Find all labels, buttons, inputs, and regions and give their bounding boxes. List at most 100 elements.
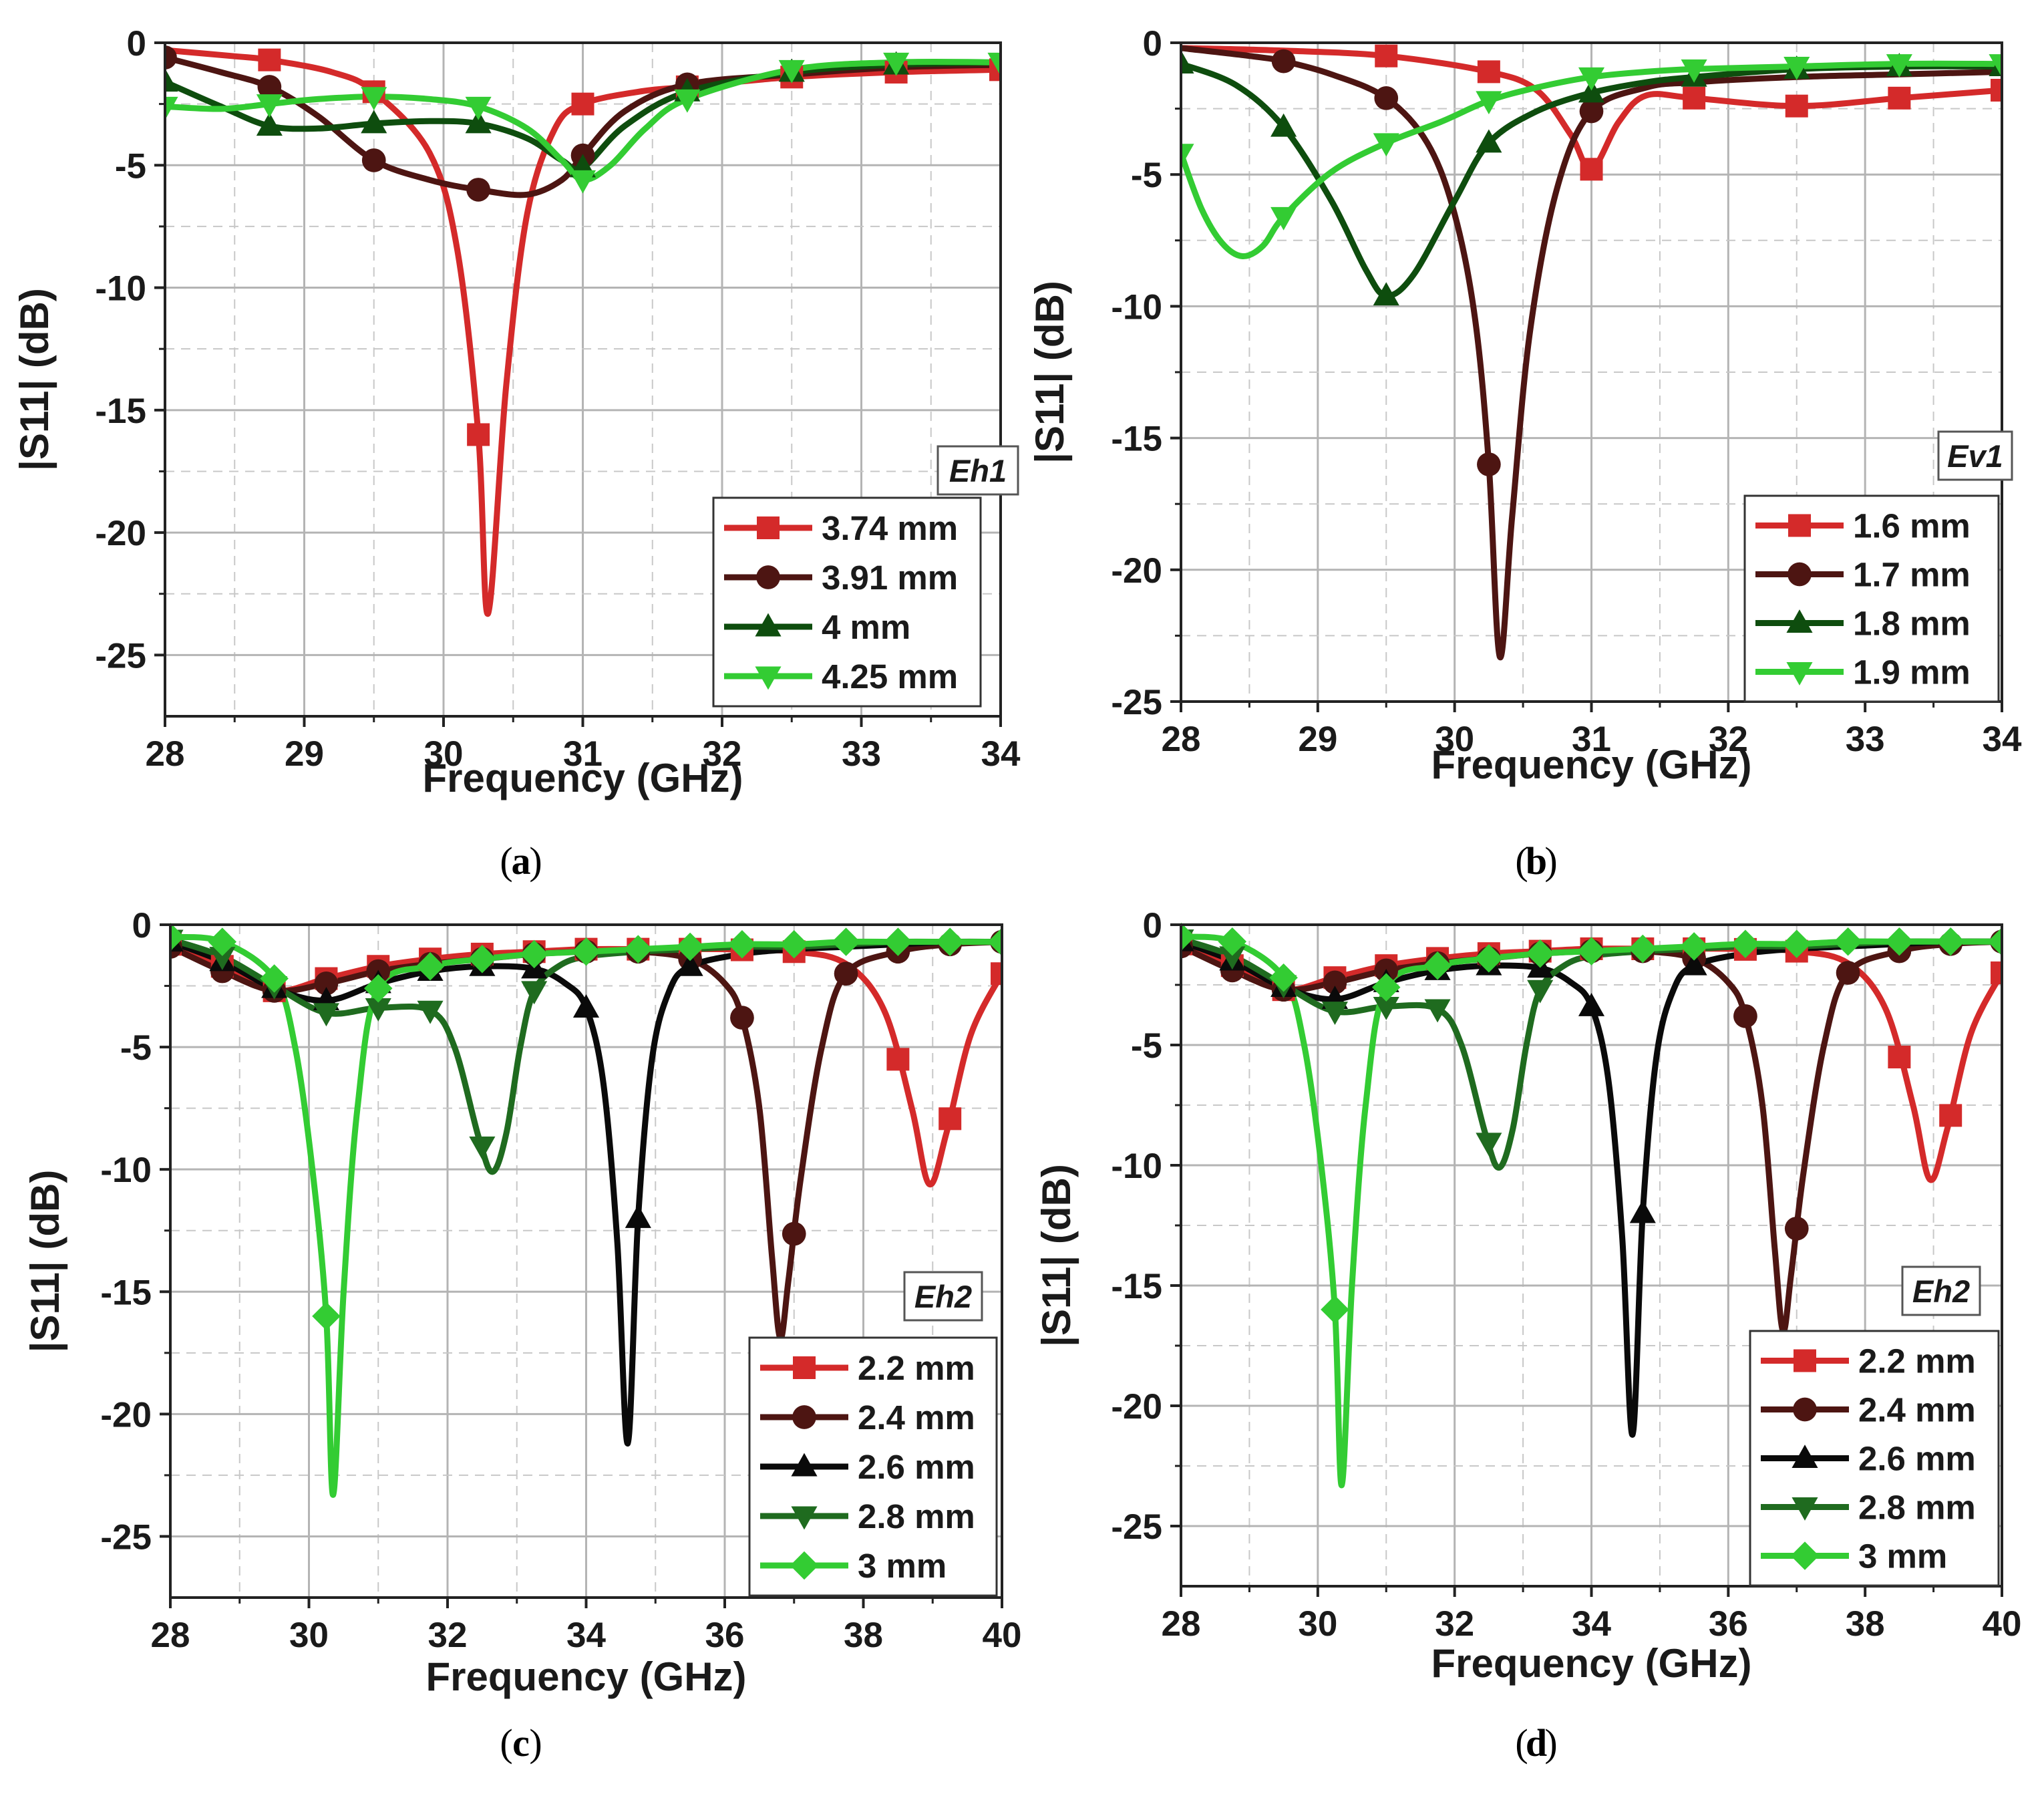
y-tick-label: -25	[100, 1517, 152, 1557]
series-marker-3	[365, 998, 391, 1022]
series-marker-1	[466, 178, 490, 202]
y-tick-label: -25	[95, 636, 146, 676]
series-marker-3	[1527, 980, 1554, 1004]
series-marker-1	[1733, 1004, 1757, 1028]
caption-letter: d	[1526, 1721, 1547, 1765]
legend-marker-3	[1792, 1497, 1818, 1521]
series-marker-0	[939, 1107, 962, 1131]
y-tick-label: -15	[1111, 420, 1162, 459]
series-marker-4	[1782, 929, 1811, 959]
series-marker-4	[520, 939, 548, 969]
series-group	[170, 923, 1002, 1498]
legend: 2.2 mm 2.4 mm 2.6 mm 2.8 mm 3 mm	[748, 1336, 998, 1597]
y-tick-label: -20	[95, 514, 146, 553]
series-marker-4	[415, 952, 445, 981]
series-marker-4	[1679, 932, 1709, 961]
series-marker-4	[1834, 927, 1862, 956]
series-marker-4	[1269, 963, 1298, 992]
panel-tag-box	[936, 445, 1019, 496]
series-marker-3	[1424, 999, 1451, 1023]
series-marker-0	[258, 48, 281, 71]
series-marker-3	[465, 96, 492, 120]
x-tick-label: 40	[983, 1616, 1022, 1655]
caption-letter: a	[512, 839, 531, 883]
caption-paren-right: )	[529, 839, 542, 883]
legend-label-3: 2.8 mm	[1858, 1489, 1976, 1527]
legend-marker-4	[790, 1551, 819, 1580]
legend-label-1: 1.7 mm	[1853, 556, 1971, 594]
series-marker-4	[364, 974, 393, 1003]
caption-paren-right: )	[1544, 839, 1557, 883]
series-marker-2	[1629, 1199, 1656, 1223]
legend-label-4: 3 mm	[858, 1547, 947, 1585]
x-tick-label: 34	[1572, 1604, 1611, 1644]
series-marker-2	[1578, 79, 1605, 103]
series-marker-3	[674, 89, 701, 113]
series-marker-2	[1181, 50, 1194, 74]
series-marker-3	[1681, 59, 1707, 83]
panel-tag-box	[1937, 430, 2013, 481]
axis-ticks: 28 30 32 34 36 38 40 0 -5 -10 -15 -20 -25	[100, 906, 1021, 1655]
series-marker-4	[1474, 944, 1504, 973]
panel-tag-box	[1901, 1265, 1981, 1316]
series-marker-3	[1578, 67, 1605, 91]
series-group	[1181, 44, 2002, 661]
y-tick-label: -10	[1111, 1147, 1162, 1186]
legend-marker-0	[1788, 514, 1811, 537]
series-marker-0	[1991, 78, 2002, 102]
series-marker-4	[727, 930, 757, 959]
legend-marker-1	[1793, 1397, 1817, 1422]
x-tick-label: 32	[703, 734, 742, 774]
legend-marker-1	[1787, 562, 1812, 587]
legend-marker-2	[791, 1453, 818, 1477]
y-axis-title: |S11| (dB)	[12, 288, 57, 471]
panel-caption: (c)	[500, 1721, 542, 1765]
series-marker-3	[417, 1000, 444, 1024]
y-tick-label: -5	[120, 1028, 152, 1068]
series-marker-1	[730, 1006, 754, 1030]
legend-marker-4	[1790, 1541, 1820, 1570]
series-marker-1	[1836, 961, 1860, 985]
chart-panel-b: 28 29 30 31 32 33 34 0 -5 -10 -15 -20 -25 Frequency (…	[1027, 24, 2022, 883]
series-marker-4	[884, 927, 912, 956]
series-marker-2	[625, 1205, 651, 1228]
legend-marker-0	[757, 516, 780, 539]
series-marker-4	[624, 935, 653, 963]
series-marker-1	[834, 961, 858, 986]
legend: 1.6 mm 1.7 mm 1.8 mm 1.9 mm	[1743, 494, 2000, 703]
caption-paren-right: )	[529, 1721, 542, 1765]
x-tick-label: 33	[1846, 720, 1885, 759]
x-tick-label: 30	[1435, 720, 1474, 759]
x-tick-label: 28	[146, 734, 185, 774]
panel-tag: Eh1	[936, 445, 1019, 496]
legend-box	[1743, 494, 2000, 703]
series-marker-2	[572, 994, 600, 1018]
legend-label-2: 2.6 mm	[1858, 1440, 1976, 1478]
legend-marker-2	[755, 613, 782, 637]
series-marker-2	[1373, 282, 1399, 306]
x-axis-title: Frequency (GHz)	[1431, 1641, 1751, 1686]
y-axis-title: |S11| (dB)	[1027, 281, 1073, 464]
series-marker-0	[1991, 961, 2002, 984]
panel-tag-label: Eh2	[1912, 1274, 1970, 1309]
series-marker-0	[1888, 86, 1911, 110]
legend-label-2: 2.6 mm	[858, 1448, 975, 1486]
axis-ticks: 28 30 32 34 36 38 40 0 -5 -10 -15 -20 -25	[1111, 906, 2021, 1644]
series-marker-4	[1321, 1295, 1349, 1324]
legend-label-0: 2.2 mm	[1858, 1342, 1976, 1380]
series-group	[1181, 922, 2002, 1489]
legend-label-1: 3.91 mm	[822, 559, 958, 597]
legend-marker-0	[793, 1356, 816, 1379]
y-tick-label: 0	[127, 24, 146, 63]
series-marker-2	[361, 110, 387, 134]
series-marker-3	[1476, 91, 1502, 115]
series-marker-4	[1181, 922, 1196, 951]
panel-caption: (a)	[500, 839, 542, 883]
series-marker-4	[312, 1302, 341, 1331]
chart-panel-a: 28 29 30 31 32 33 34 0 -5 -10 -15 -20 -25 Frequency (…	[12, 24, 1021, 883]
series-marker-3	[521, 981, 548, 1005]
legend-label-4: 3 mm	[1858, 1537, 1947, 1576]
series-marker-3	[1181, 144, 1194, 168]
legend-label-2: 4 mm	[822, 608, 910, 646]
